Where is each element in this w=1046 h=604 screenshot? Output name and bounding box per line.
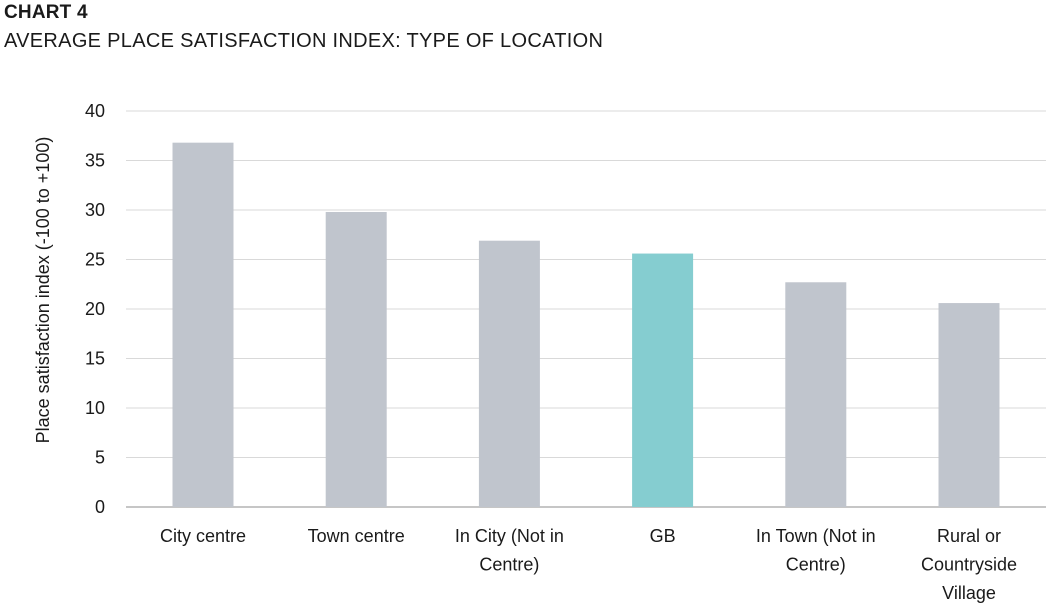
- y-tick-label: 20: [85, 299, 105, 319]
- chart-title: AVERAGE PLACE SATISFACTION INDEX: TYPE O…: [4, 30, 604, 52]
- x-category-label: In City (Not in Centre): [455, 526, 564, 575]
- x-category-label: Town centre: [308, 526, 405, 546]
- bar: [632, 253, 694, 507]
- x-category-label: Rural or Countryside Village: [921, 526, 1017, 603]
- bar: [172, 142, 234, 507]
- y-tick-label: 25: [85, 250, 105, 270]
- y-tick-label: 30: [85, 200, 105, 220]
- bar: [785, 282, 847, 507]
- gridlines: [126, 110, 1046, 508]
- bar: [325, 211, 387, 508]
- y-tick-label: 5: [95, 448, 105, 468]
- x-axis-categories: City centre Town centre In City (Not in Cen…: [160, 526, 1017, 603]
- bar: [938, 303, 1000, 507]
- y-axis-label: Place satisfaction index (-100 to +100): [33, 137, 53, 444]
- y-tick-label: 40: [85, 101, 105, 121]
- y-tick-label: 35: [85, 151, 105, 171]
- bar: [478, 240, 540, 507]
- y-tick-label: 15: [85, 349, 105, 369]
- y-tick-label: 10: [85, 398, 105, 418]
- x-category-label: In Town (Not in Centre): [756, 526, 876, 575]
- bars: [172, 142, 1000, 508]
- chart-label: CHART 4: [4, 2, 88, 23]
- x-category-label: GB: [650, 526, 676, 546]
- y-tick-label: 0: [95, 497, 105, 517]
- y-axis-ticks: 0 5 10 15 20 25 30 35 40: [85, 101, 105, 517]
- x-category-label: City centre: [160, 526, 246, 546]
